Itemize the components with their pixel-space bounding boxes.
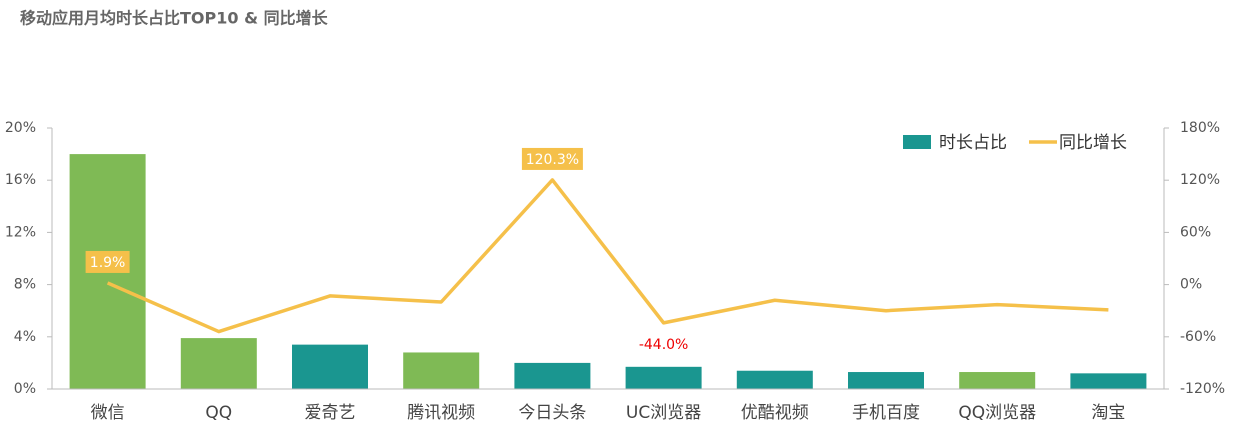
bar (403, 352, 480, 389)
x-tick-label: 腾讯视频 (407, 403, 475, 423)
bar (180, 338, 257, 389)
y2-tick-label: -60% (1180, 329, 1216, 345)
bar (625, 366, 702, 389)
y-tick-label: 0% (14, 381, 36, 397)
line (106, 178, 1109, 334)
y2-tick-label: 0% (1180, 277, 1202, 293)
y-tick-label: 20% (5, 120, 36, 136)
x-tick-label: 今日头条 (518, 403, 586, 423)
legend-swatch (903, 135, 931, 149)
bar (292, 344, 368, 389)
data-label-box (85, 250, 130, 273)
y-tick-label: 4% (14, 329, 36, 345)
y-tick-label: 12% (5, 224, 36, 240)
legend-label: 同比增长 (1059, 133, 1127, 153)
legend-label: 时长占比 (939, 133, 1007, 153)
x-tick-label: 优酷视频 (741, 403, 809, 423)
bar (848, 372, 924, 389)
x-tick-label: QQ浏览器 (958, 403, 1036, 423)
data-label: 1.9% (90, 255, 126, 271)
y2-tick-label: 60% (1180, 224, 1211, 240)
y-tick-label: 16% (5, 172, 36, 188)
y2-tick-label: 120% (1180, 172, 1220, 188)
x-tick-label: 爱奇艺 (305, 403, 356, 423)
bar (736, 370, 813, 389)
y2-tick-label: 180% (1180, 120, 1220, 136)
bar (959, 372, 1036, 389)
y2-tick-label: -120% (1180, 381, 1225, 397)
chart-title: 移动应用月均时长占比TOP10 & 同比增长 (20, 9, 329, 28)
x-tick-label: 淘宝 (1091, 403, 1125, 423)
data-label: 120.3% (526, 152, 579, 168)
x-tick-label: 微信 (91, 403, 125, 423)
x-tick-label: UC浏览器 (626, 403, 701, 423)
x-tick-label: 手机百度 (852, 403, 920, 423)
bar (1070, 373, 1147, 389)
y-tick-label: 8% (14, 277, 36, 293)
data-label-box (521, 147, 583, 170)
bar (514, 362, 591, 389)
data-label: -44.0% (639, 337, 689, 353)
x-tick-label: QQ (205, 403, 232, 423)
